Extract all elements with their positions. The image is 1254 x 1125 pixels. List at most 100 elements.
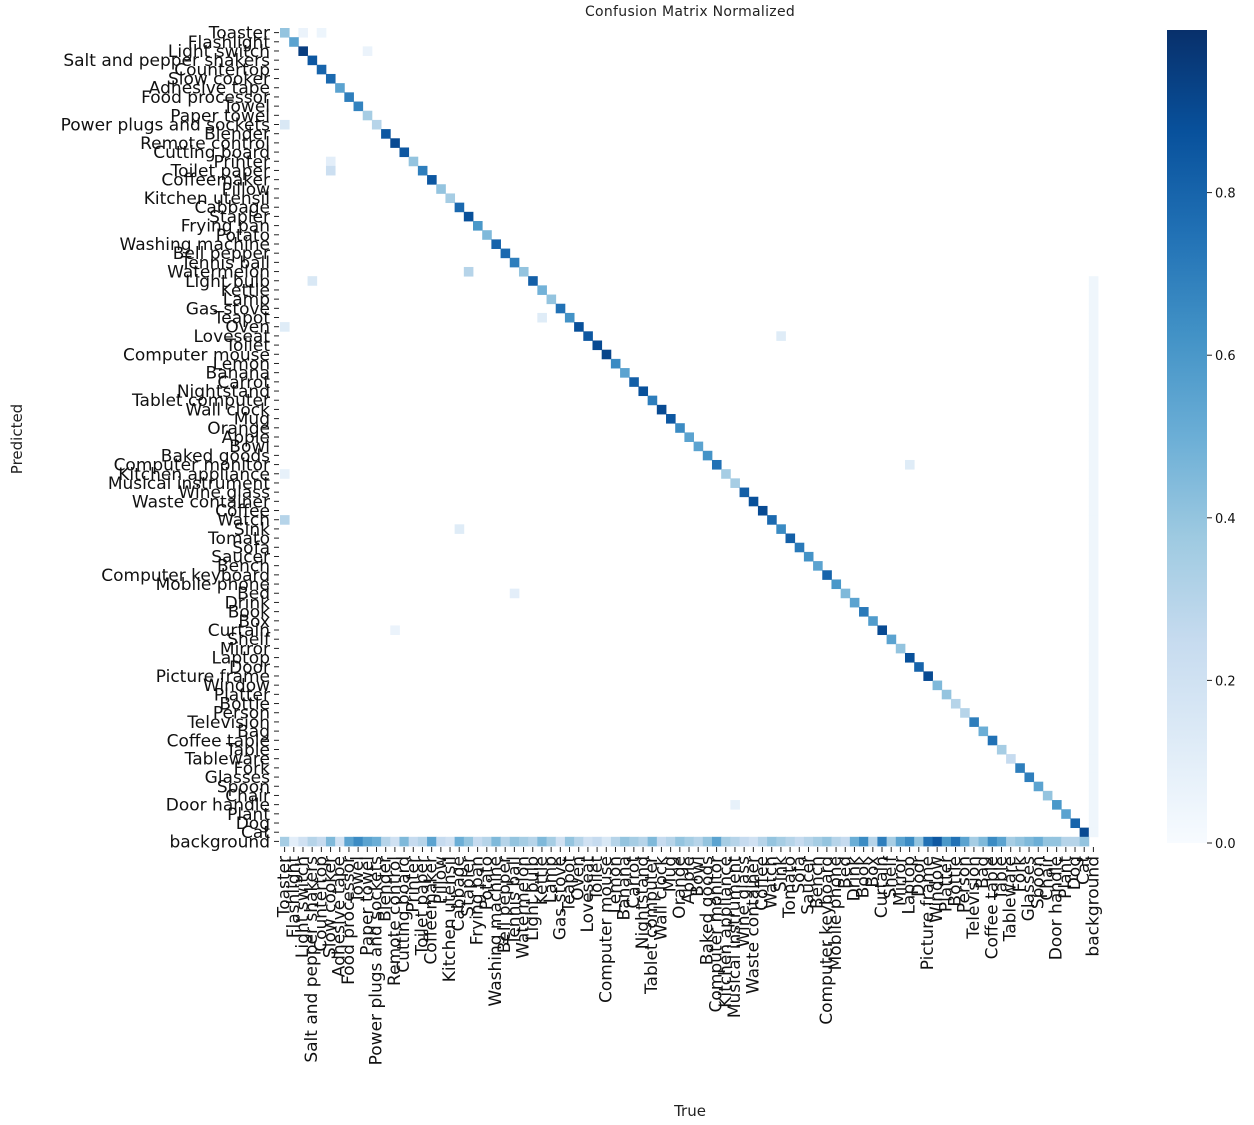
y-tick-label: Musical instrument <box>108 474 270 494</box>
heatmap-cell <box>757 836 768 847</box>
heatmap-cell <box>629 377 639 387</box>
heatmap-cell <box>371 836 382 847</box>
y-tick-label: Computer keyboard <box>101 566 270 586</box>
heatmap-cell <box>564 312 575 323</box>
heatmap-cell <box>1088 294 1099 305</box>
x-tick-label: Baked goods <box>697 856 717 965</box>
heatmap-cell <box>390 625 400 636</box>
heatmap-cell <box>767 515 777 525</box>
colorbar-tick-label: 0.8 <box>1215 187 1236 202</box>
heatmap-cell <box>1088 496 1099 507</box>
y-tick-label: Table <box>225 740 270 760</box>
heatmap-cell <box>482 230 492 240</box>
x-tick-label: Sink <box>771 856 791 892</box>
y-tick-label: Tableware <box>184 750 270 770</box>
heatmap-cell <box>877 836 888 847</box>
heatmap-cell <box>491 836 501 847</box>
heatmap-cell <box>1088 478 1099 488</box>
heatmap-cell <box>1024 836 1035 847</box>
heatmap-cell <box>528 276 538 286</box>
heatmap-cell <box>454 836 465 847</box>
heatmap-cell <box>776 331 786 341</box>
heatmap-cell <box>1088 607 1099 617</box>
y-tick-label: Window <box>203 676 270 696</box>
heatmap-cell <box>500 248 511 259</box>
heatmap-cell <box>344 92 354 102</box>
heatmap-cell <box>904 459 915 470</box>
heatmap-cell <box>601 349 612 360</box>
heatmap-cell <box>932 836 943 847</box>
heatmap-cell <box>1052 836 1062 847</box>
heatmap-cell <box>1088 487 1099 498</box>
heatmap-cell <box>1079 827 1090 838</box>
x-tick-label: Sofa <box>789 856 809 894</box>
colorbar: 0.0 0.2 0.4 0.6 0.8 <box>1167 30 1236 852</box>
heatmap-cell <box>1042 790 1053 801</box>
heatmap-cell <box>1088 432 1099 442</box>
heatmap-cell <box>1061 809 1071 819</box>
x-tick-label: Remote control <box>385 856 405 986</box>
heatmap-cell <box>1088 800 1099 810</box>
heatmap-cell <box>1088 680 1099 691</box>
heatmap-cell <box>381 836 391 847</box>
y-tick-label: Baked goods <box>161 446 270 466</box>
y-tick-label: Towel <box>222 97 270 117</box>
heatmap-cell <box>546 836 557 847</box>
y-tick-label: Power plugs and sockets <box>61 116 270 136</box>
heatmap-cell <box>1088 616 1099 626</box>
heatmap-cell <box>702 836 713 847</box>
x-tick-label: Door handle <box>1047 856 1067 960</box>
heatmap-cell <box>316 64 327 75</box>
heatmap-cell <box>463 836 474 847</box>
y-tick-label: Light bulb <box>185 272 270 292</box>
x-tick-label: Loveseat <box>578 856 598 933</box>
heatmap-cell <box>1088 708 1099 718</box>
heatmap-cell <box>390 836 400 847</box>
heatmap-cell <box>1088 698 1099 709</box>
heatmap-cell <box>436 836 446 847</box>
x-tick-label: Tableware <box>1001 856 1021 942</box>
y-tick-label: Pillow <box>222 180 270 200</box>
heatmap-cell <box>1042 836 1053 847</box>
heatmap-cell <box>987 836 998 847</box>
heatmap-cell <box>904 652 915 663</box>
y-tick-label: Flashlight <box>188 33 271 53</box>
heatmap-cell <box>914 662 924 672</box>
x-tick-label: Bench <box>808 856 828 909</box>
heatmap-cell <box>574 322 584 332</box>
heatmap-cell <box>1088 754 1099 764</box>
heatmap-cell <box>1070 836 1081 847</box>
heatmap-cell <box>748 836 759 847</box>
heatmap-cell <box>638 836 649 847</box>
heatmap-cell <box>408 156 419 167</box>
heatmap-cell <box>1088 423 1099 433</box>
x-tick-label: Door <box>909 856 929 897</box>
heatmap-cell <box>923 836 933 847</box>
x-tick-label: Curtain <box>872 856 892 918</box>
heatmap-cell <box>353 836 364 847</box>
heatmap-cell <box>647 395 658 406</box>
heatmap-cell <box>417 836 428 847</box>
x-tick-label: Mirror <box>890 856 910 906</box>
heatmap-cell <box>583 331 593 341</box>
y-tick-label: Food processor <box>141 88 270 108</box>
heatmap-cell <box>1088 717 1099 727</box>
heatmap-cell <box>656 836 667 847</box>
y-tick-label: Bag <box>237 722 270 742</box>
y-tick-label: Cabbage <box>194 198 270 218</box>
heatmap-cell <box>923 671 933 681</box>
y-tick-label: Kitchen utensil <box>144 189 270 209</box>
heatmap-cell <box>335 83 345 93</box>
y-tick-label: Fork <box>234 759 271 779</box>
heatmap-cell <box>1088 634 1099 645</box>
y-tick-label: Mobile phone <box>156 575 270 595</box>
y-tick-label: Coffee table <box>167 731 270 751</box>
y-tick-label: Wine glass <box>179 483 271 503</box>
heatmap-cell <box>528 836 538 847</box>
y-tick-label: Teapot <box>213 309 271 329</box>
heatmap-cell <box>794 542 805 553</box>
x-tick-label: Kettle <box>532 856 552 905</box>
heatmap-cell <box>794 836 805 847</box>
heatmap-cell <box>868 616 878 626</box>
